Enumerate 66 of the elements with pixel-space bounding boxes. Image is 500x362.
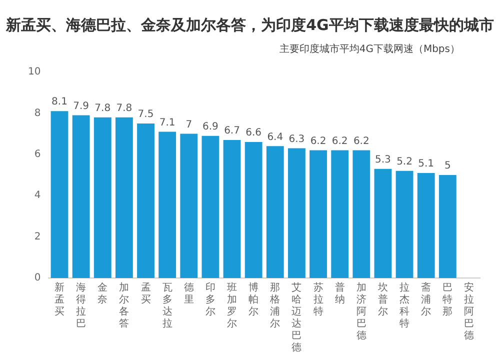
bar: [396, 170, 414, 278]
x-tick-label: 巴特那: [442, 282, 453, 318]
x-tick-label: 坎普尔: [376, 282, 388, 318]
y-tick-label: 4: [34, 190, 41, 202]
bar: [438, 175, 456, 278]
x-tick-label: 安拉阿巴德: [464, 282, 474, 342]
x-tick-label: 普纳: [334, 282, 345, 306]
data-label: 8.1: [52, 96, 68, 108]
data-label: 5.3: [375, 154, 391, 166]
data-label: 5: [444, 160, 451, 172]
data-label: 6.2: [332, 136, 348, 147]
bar: [288, 148, 306, 278]
y-tick-label: 8: [34, 108, 41, 119]
data-label: 6.6: [246, 128, 262, 139]
x-tick-label: 艾哈迈达巴德: [292, 282, 302, 354]
bar: [72, 115, 90, 278]
data-label: 7.8: [116, 102, 132, 114]
x-tick-label: 德里: [184, 282, 194, 306]
x-tick-label: 班加罗尔: [227, 282, 238, 330]
x-tick-label: 海得拉巴: [76, 282, 86, 330]
x-tick-label: 加尔各答: [119, 282, 130, 330]
x-tick-label: 加济阿巴德: [356, 282, 366, 342]
x-tick-label: 拉杰科特: [400, 282, 410, 330]
x-tick-label: 孟买: [140, 282, 151, 306]
bar: [310, 150, 327, 278]
data-label: 5.2: [396, 156, 412, 168]
x-tick-label: 金奈: [98, 282, 108, 306]
bar: [223, 140, 241, 278]
y-tick-label: 0: [34, 272, 41, 284]
bar: [50, 111, 68, 278]
x-tick-label: 那格浦尔: [269, 282, 280, 330]
bar: [266, 146, 284, 278]
x-tick-label: 新孟买: [54, 282, 65, 318]
x-tick-label: 博帕尔: [248, 282, 259, 318]
y-tick-label: 10: [28, 66, 41, 78]
data-label: 7.1: [159, 117, 176, 128]
data-label: 6.3: [288, 134, 305, 145]
data-label: 5.1: [418, 158, 434, 170]
bar: [374, 168, 392, 278]
data-label: 6.2: [310, 136, 326, 147]
bar: [180, 134, 198, 278]
bar: [115, 117, 133, 278]
data-label: 6.9: [202, 121, 218, 132]
y-tick-label: 6: [34, 148, 41, 160]
bar: [331, 150, 349, 278]
bar: [352, 150, 370, 278]
bar: [137, 124, 154, 278]
bar: [202, 136, 220, 278]
x-tick-label: 苏拉特: [313, 282, 324, 318]
data-label: 7.9: [73, 100, 90, 112]
data-label: 7: [186, 119, 192, 130]
x-tick-label: 瓦多达拉: [162, 282, 172, 330]
chart-subtitle: 主要印度城市平均4G下载网速（Mbps）: [278, 42, 461, 56]
data-label: 7.5: [138, 109, 154, 120]
bar: [94, 117, 112, 278]
data-label: 6.7: [224, 126, 240, 137]
data-label: 7.8: [94, 102, 111, 114]
y-tick-label: 2: [34, 231, 41, 242]
bar: [417, 172, 435, 278]
x-tick-label: 印多尔: [205, 282, 216, 318]
bar: [244, 142, 262, 278]
data-label: 6.2: [353, 136, 370, 147]
chart-title: 新孟买、海德巴拉、金奈及加尔各答，为印度4G平均下载速度最快的城市: [4, 15, 495, 36]
data-label: 6.4: [267, 132, 284, 143]
x-tick-label: 斋浦尔: [421, 282, 432, 318]
bar: [158, 132, 176, 278]
